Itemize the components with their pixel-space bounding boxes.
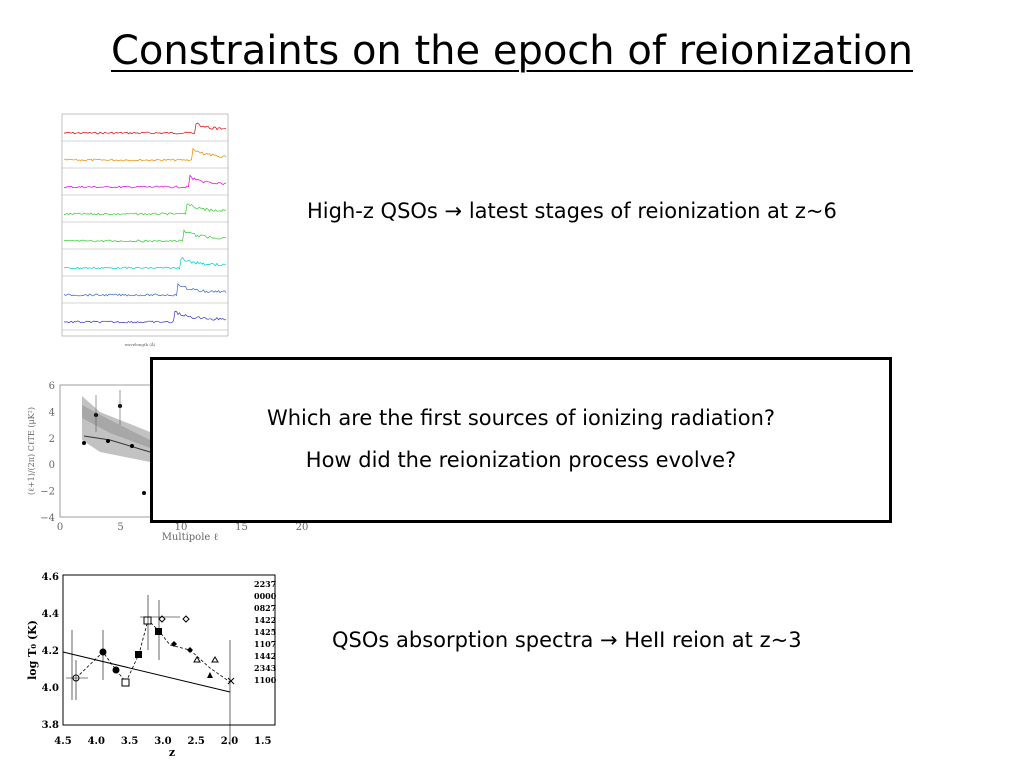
spectrum-line (63, 282, 227, 297)
x-tick-label: 15 (235, 522, 248, 533)
point-text: QSOs absorption spectra → HeII reion at … (332, 628, 802, 652)
x-tick-label: 3.0 (154, 736, 171, 747)
legend-label: 2237 (254, 579, 276, 589)
y-tick-label: 4 (49, 407, 55, 418)
spectrum-line (63, 122, 227, 135)
x-tick-label: 1.5 (254, 736, 271, 747)
legend-label: 2343 (254, 663, 277, 673)
y-tick-label: 6 (49, 381, 55, 392)
spectrum-line (63, 256, 227, 270)
x-tick-label: 2.5 (187, 736, 204, 747)
x-axis-label: z (169, 746, 175, 759)
legend-label: 1100 (254, 675, 277, 685)
question-box: Which are the first sources of ionizing … (150, 357, 892, 523)
spectrum-line (63, 147, 227, 162)
x-tick-label: 10 (175, 522, 188, 533)
y-tick-label: 4.0 (42, 683, 59, 694)
y-tick-label: −4 (40, 513, 55, 524)
x-tick-label: 0 (57, 522, 63, 533)
y-tick-label: 3.8 (42, 720, 59, 731)
temperature-figure: z log T₀ (K) (26, 574, 276, 759)
x-tick-label: 20 (296, 522, 309, 533)
y-tick-label: 0 (49, 460, 55, 471)
y-tick-label: 4.6 (42, 572, 59, 583)
y-tick-label: −2 (40, 487, 55, 498)
question-line: How did the reionization process evolve? (305, 448, 737, 472)
legend-label: 1442 (254, 651, 276, 661)
question-line: Which are the first sources of ionizing … (266, 406, 776, 430)
spectrum-line (63, 310, 227, 324)
spectrum-line (63, 203, 227, 216)
legend-label: 1107 (254, 639, 276, 649)
legend-label: 0827 (254, 603, 276, 613)
qso-spectra-figure: wavelength (Å) (61, 113, 229, 347)
x-tick-label: 2.0 (221, 736, 238, 747)
y-axis-label: (ℓ+1)/(2π) CℓTE (μK²) (27, 407, 36, 495)
x-tick-label: 5 (117, 522, 123, 533)
x-tick-label: 3.5 (121, 736, 138, 747)
slide-title: Constraints on the epoch of reionization (111, 28, 913, 74)
y-axis-label: log T₀ (K) (26, 620, 39, 680)
y-tick-label: 4.2 (42, 646, 59, 657)
spectrum-line (63, 174, 227, 189)
x-axis-label: Multipole ℓ (162, 532, 219, 543)
x-tick-label: 4.0 (88, 736, 105, 747)
legend-label: 1425 (254, 627, 276, 637)
y-tick-label: 2 (49, 434, 55, 445)
x-tick-label: 4.5 (54, 736, 71, 747)
y-tick-label: 4.4 (42, 609, 59, 620)
legend-label: 0000 (254, 591, 277, 601)
legend-label: 1422 (254, 615, 276, 625)
svg-text:wavelength (Å): wavelength (Å) (125, 342, 156, 347)
point-text: High-z QSOs → latest stages of reionizat… (307, 199, 837, 223)
spectrum-line (63, 229, 227, 243)
